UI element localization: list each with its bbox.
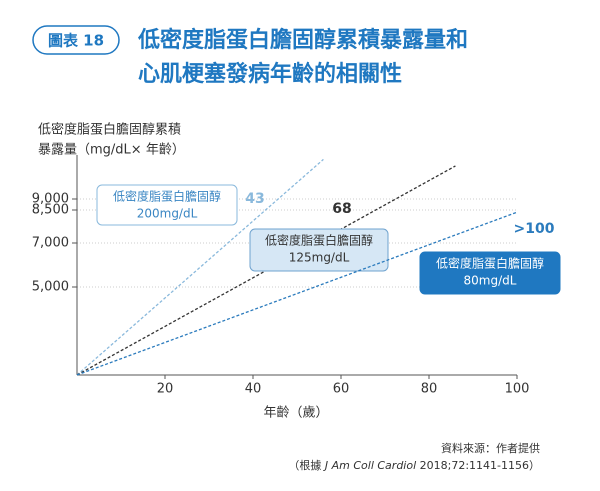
source-part: J Am Coll Cardiol — [323, 459, 416, 472]
badge: 圖表 18 — [48, 32, 104, 50]
y-tick-label: 9,000 — [32, 192, 69, 207]
annotation: >100 — [514, 221, 555, 237]
x-tick-label: 100 — [505, 382, 530, 397]
y-tick-label: 8,500 — [32, 203, 69, 218]
series-label-box — [96, 184, 238, 226]
series-line — [76, 211, 518, 376]
source: 資料來源：作者提供 — [441, 441, 540, 455]
source: （根據 J Am Coll Cardiol 2018;72:1141-1156） — [288, 458, 540, 472]
x-tick-label: 80 — [421, 382, 438, 397]
y-tick-label: 7,000 — [32, 236, 69, 251]
series-label-box — [249, 228, 389, 272]
legend-label: 低密度脂蛋白膽固醇 — [113, 189, 221, 204]
series-line — [76, 158, 324, 376]
legend-label: 低密度脂蛋白膽固醇 — [265, 233, 373, 248]
chart-title: 低密度脂蛋白膽固醇累積暴露量和 — [137, 27, 468, 53]
legend-label: 低密度脂蛋白膽固醇 — [436, 256, 544, 271]
y-axis-label: 暴露量（mg/dL× 年齡） — [38, 143, 185, 158]
y-tick-label: 5,000 — [32, 280, 69, 295]
annotation: 43 — [245, 191, 264, 207]
y-axis-label: 低密度脂蛋白膽固醇累積 — [38, 122, 181, 138]
annotation: 68 — [332, 201, 351, 217]
chart-title: 心肌梗塞發病年齡的相關性 — [138, 61, 402, 87]
legend-label: 200mg/dL — [137, 207, 198, 221]
badge-frame — [32, 25, 120, 55]
series-label-box — [419, 251, 561, 295]
legend-label: 125mg/dL — [289, 251, 350, 265]
x-axis-label: 年齡（歲） — [263, 406, 328, 421]
x-tick-label: 20 — [157, 382, 174, 397]
legend-label: 80mg/dL — [464, 274, 517, 288]
x-tick-label: 60 — [333, 382, 350, 397]
source-part: 2018;72:1141-1156） — [416, 459, 540, 472]
x-tick-label: 40 — [245, 382, 262, 397]
source-part: （根據 — [288, 458, 325, 472]
